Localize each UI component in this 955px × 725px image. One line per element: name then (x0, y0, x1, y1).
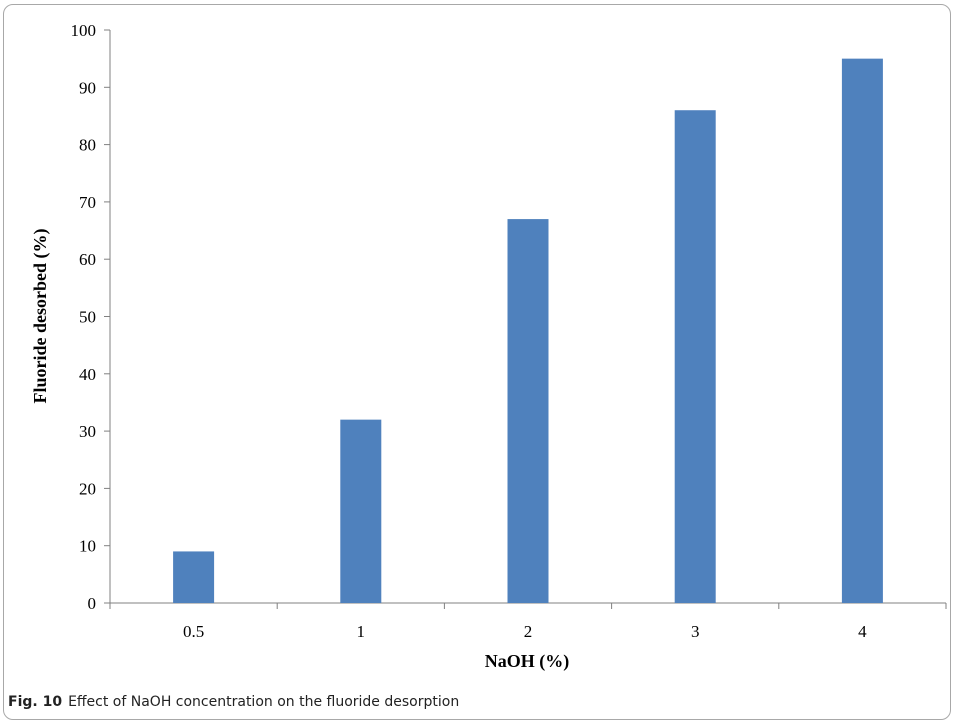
y-tick-label: 80 (79, 136, 96, 155)
y-tick-label: 70 (79, 193, 96, 212)
figure-caption-text: Effect of NaOH concentration on the fluo… (68, 694, 460, 710)
x-axis: 0.5 1 2 3 4 (109, 602, 947, 641)
x-tick-label: 0.5 (183, 622, 204, 641)
x-tick-label: 1 (357, 622, 366, 641)
bar-0-5 (173, 551, 215, 603)
y-tick-label: 90 (79, 78, 96, 97)
y-axis: 0 10 20 30 40 50 60 70 80 90 100 (71, 21, 111, 613)
y-tick-label: 10 (79, 537, 96, 556)
x-tick-label: 3 (691, 622, 700, 641)
y-tick-label: 100 (71, 21, 97, 40)
y-tick-label: 20 (79, 479, 96, 498)
bar-4 (841, 58, 883, 603)
bars (173, 58, 883, 603)
y-tick-label: 40 (79, 365, 96, 384)
y-tick-label: 30 (79, 422, 96, 441)
bar-3 (674, 110, 716, 603)
y-tick-label: 60 (79, 250, 96, 269)
x-axis-title: NaOH (%) (485, 651, 570, 672)
figure-frame (3, 4, 951, 720)
x-tick-label: 2 (524, 622, 533, 641)
y-tick-label: 50 (79, 308, 96, 327)
figure-caption: Fig. 10 Effect of NaOH concentration on t… (8, 694, 459, 710)
bar-2 (507, 219, 549, 603)
y-tick-label: 0 (88, 594, 97, 613)
figure-caption-label: Fig. 10 (8, 694, 63, 710)
bar-1 (340, 419, 382, 603)
x-tick-label: 4 (858, 622, 867, 641)
y-axis-title: Fluoride desorbed (%) (30, 229, 51, 404)
